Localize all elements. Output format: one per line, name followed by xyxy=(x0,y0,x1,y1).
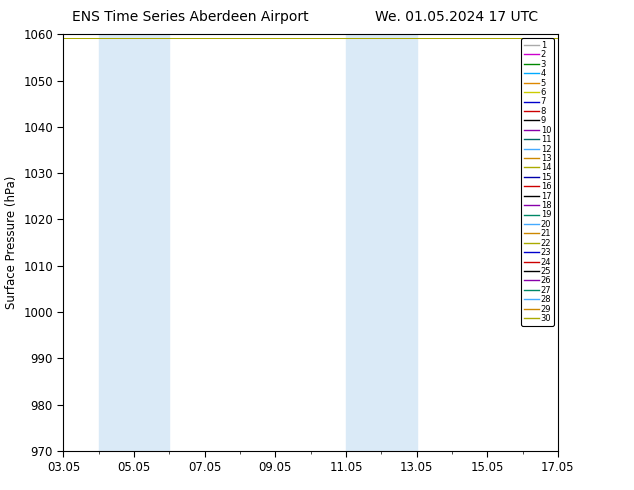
Legend: 1, 2, 3, 4, 5, 6, 7, 8, 9, 10, 11, 12, 13, 14, 15, 16, 17, 18, 19, 20, 21, 22, 2: 1, 2, 3, 4, 5, 6, 7, 8, 9, 10, 11, 12, 1… xyxy=(521,39,553,325)
Text: ENS Time Series Aberdeen Airport: ENS Time Series Aberdeen Airport xyxy=(72,10,309,24)
Text: We. 01.05.2024 17 UTC: We. 01.05.2024 17 UTC xyxy=(375,10,538,24)
Bar xyxy=(99,34,169,451)
Bar xyxy=(346,34,417,451)
Y-axis label: Surface Pressure (hPa): Surface Pressure (hPa) xyxy=(4,176,18,309)
